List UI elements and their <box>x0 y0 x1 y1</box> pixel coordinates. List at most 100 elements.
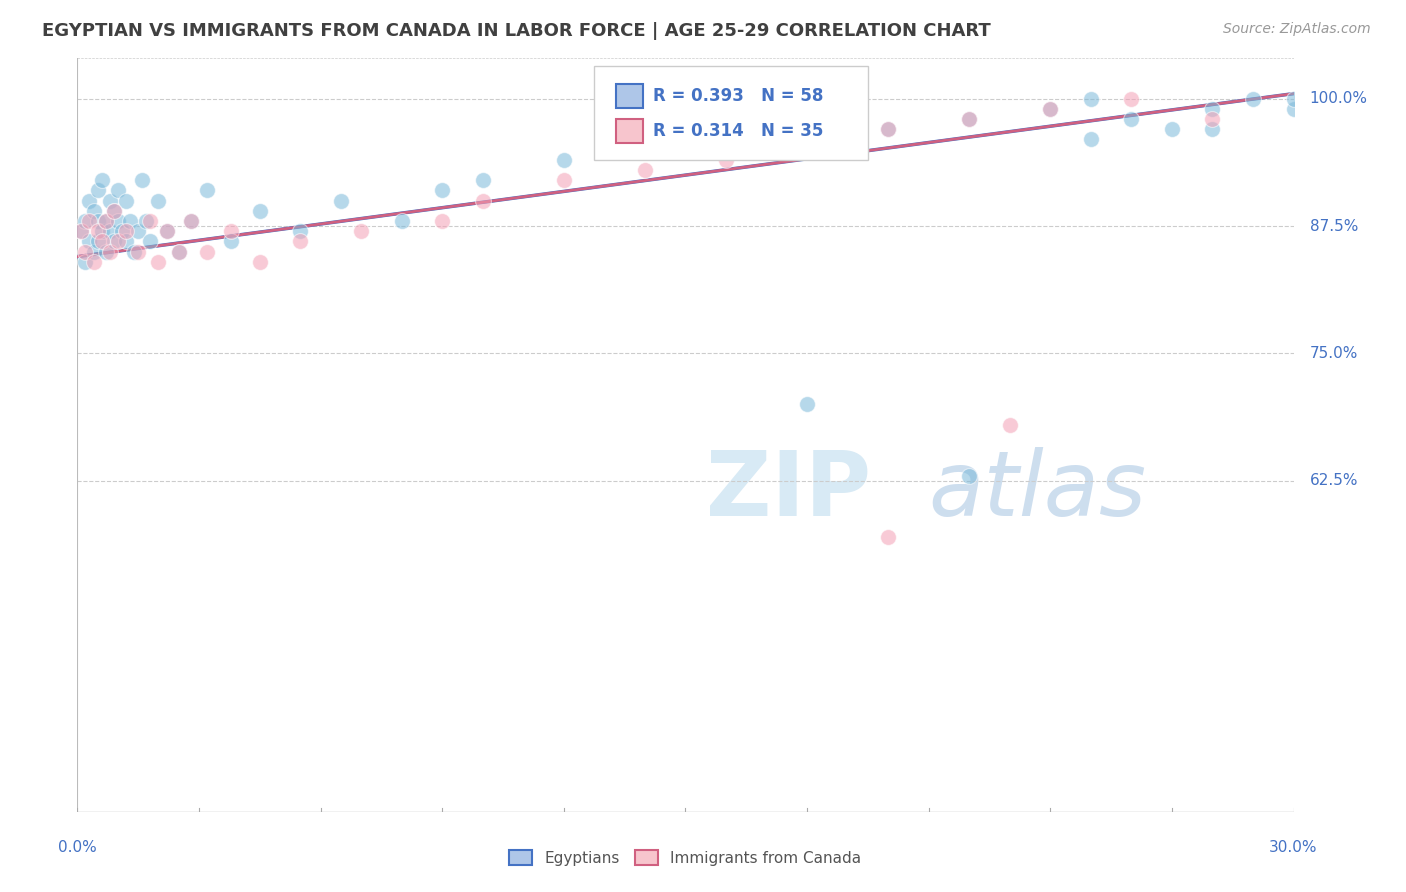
Point <box>103 235 125 249</box>
Point <box>75 244 97 259</box>
Point <box>1121 92 1143 106</box>
Point <box>90 173 112 187</box>
Point <box>127 224 149 238</box>
Point <box>107 235 129 249</box>
Point <box>714 153 737 167</box>
Point <box>148 254 170 268</box>
Point <box>957 112 980 127</box>
Point <box>1201 112 1223 127</box>
Point <box>83 203 105 218</box>
Point <box>103 203 125 218</box>
Point <box>957 468 980 483</box>
Point <box>83 254 105 268</box>
Point <box>86 183 108 197</box>
Point <box>998 417 1021 432</box>
Point <box>94 244 117 259</box>
Point <box>195 244 218 259</box>
Text: 100.0%: 100.0% <box>1310 91 1368 106</box>
Point <box>79 194 101 208</box>
Point <box>1039 102 1062 116</box>
Point <box>221 224 243 238</box>
Point <box>131 173 153 187</box>
Text: 75.0%: 75.0% <box>1310 346 1358 361</box>
Text: EGYPTIAN VS IMMIGRANTS FROM CANADA IN LABOR FORCE | AGE 25-29 CORRELATION CHART: EGYPTIAN VS IMMIGRANTS FROM CANADA IN LA… <box>42 22 991 40</box>
Point <box>1201 122 1223 136</box>
Point <box>1201 102 1223 116</box>
Point <box>290 224 312 238</box>
Point <box>75 214 97 228</box>
Point <box>1241 92 1264 106</box>
Text: 62.5%: 62.5% <box>1310 473 1358 488</box>
Point <box>90 224 112 238</box>
Text: R = 0.393   N = 58: R = 0.393 N = 58 <box>652 87 823 105</box>
Point <box>139 235 162 249</box>
Point <box>139 214 162 228</box>
Point <box>877 530 900 544</box>
Point <box>1080 132 1102 146</box>
Point <box>103 203 125 218</box>
Legend: Egyptians, Immigrants from Canada: Egyptians, Immigrants from Canada <box>503 844 868 871</box>
Point <box>79 235 101 249</box>
Point <box>118 214 141 228</box>
Point <box>796 143 818 157</box>
Point <box>107 183 129 197</box>
Point <box>70 224 93 238</box>
Point <box>957 112 980 127</box>
Point <box>1161 122 1184 136</box>
Point <box>86 224 108 238</box>
Text: ZIP: ZIP <box>706 447 870 535</box>
Point <box>98 194 121 208</box>
Point <box>107 214 129 228</box>
Point <box>167 244 190 259</box>
Point <box>98 244 121 259</box>
Point <box>180 214 202 228</box>
Point <box>249 203 271 218</box>
Point <box>553 173 575 187</box>
Point <box>83 244 105 259</box>
Point <box>249 254 271 268</box>
Point <box>796 132 818 146</box>
Point <box>135 214 157 228</box>
Point <box>675 143 697 157</box>
Point <box>221 235 243 249</box>
Point <box>391 214 413 228</box>
Point <box>155 224 177 238</box>
Text: atlas: atlas <box>929 447 1147 535</box>
Text: 87.5%: 87.5% <box>1310 219 1358 234</box>
FancyBboxPatch shape <box>616 119 643 143</box>
Point <box>290 235 312 249</box>
Point <box>1121 112 1143 127</box>
Point <box>98 224 121 238</box>
Point <box>167 244 190 259</box>
Point <box>1282 102 1305 116</box>
Point <box>155 224 177 238</box>
Point <box>1282 92 1305 106</box>
Point <box>195 183 218 197</box>
Point <box>180 214 202 228</box>
Point <box>430 214 453 228</box>
Point <box>94 214 117 228</box>
Point <box>877 122 900 136</box>
Point <box>115 224 138 238</box>
Point <box>1080 92 1102 106</box>
Point <box>94 214 117 228</box>
Point <box>79 214 101 228</box>
Point <box>127 244 149 259</box>
Point <box>796 397 818 411</box>
Point <box>115 194 138 208</box>
Text: 30.0%: 30.0% <box>1270 840 1317 855</box>
Point <box>86 235 108 249</box>
Point <box>877 122 900 136</box>
FancyBboxPatch shape <box>616 85 643 109</box>
Point <box>329 194 352 208</box>
Point <box>430 183 453 197</box>
Point <box>122 244 145 259</box>
Point <box>471 173 494 187</box>
Point <box>90 235 112 249</box>
FancyBboxPatch shape <box>595 65 868 160</box>
Point <box>111 224 134 238</box>
Point <box>1039 102 1062 116</box>
Point <box>471 194 494 208</box>
Point <box>350 224 373 238</box>
Text: R = 0.314   N = 35: R = 0.314 N = 35 <box>652 122 823 140</box>
